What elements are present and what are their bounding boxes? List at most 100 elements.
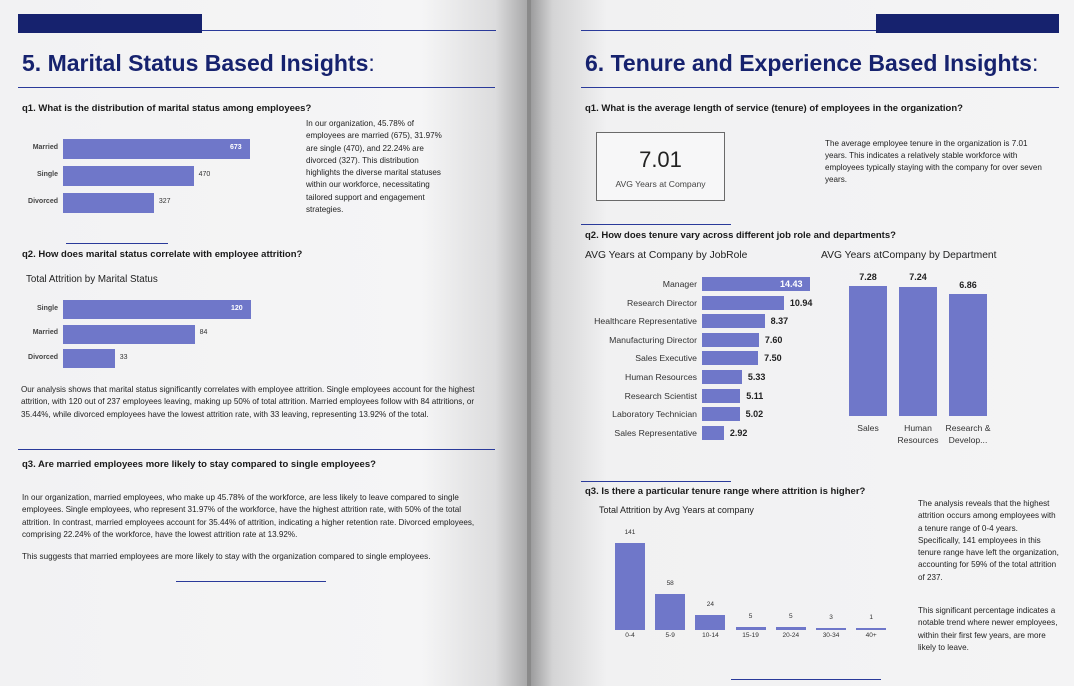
bar-label: Manufacturing Director xyxy=(609,334,697,345)
x-tick-label: 5-9 xyxy=(665,632,675,639)
data-label: 10.94 xyxy=(789,297,813,308)
bar-label: Divorced xyxy=(28,198,58,205)
data-label: 470 xyxy=(198,171,211,178)
data-label: 7.50 xyxy=(764,353,782,364)
data-label: 7.60 xyxy=(764,334,783,345)
data-label: 58 xyxy=(666,580,674,588)
bar xyxy=(63,193,154,213)
bar-label: Married xyxy=(32,144,58,151)
data-label: 3 xyxy=(829,614,833,621)
category-label-line: Sales xyxy=(857,423,879,433)
bar xyxy=(702,314,765,329)
bar xyxy=(735,626,766,630)
left-page: 5. Marital Status Based Insights: q1. Wh… xyxy=(0,0,527,686)
category-label: Sales xyxy=(839,422,897,434)
category-label-line: Human xyxy=(904,423,932,433)
bar xyxy=(775,626,806,630)
jobrole-chart-title: AVG Years at Company by JobRole xyxy=(585,250,748,261)
bar xyxy=(63,166,194,186)
category-label-line: Develop... xyxy=(948,435,988,445)
data-label: 2.92 xyxy=(729,427,748,438)
data-label: 1 xyxy=(869,614,873,621)
bar xyxy=(63,324,195,344)
bar xyxy=(702,277,810,291)
bar-label: Married xyxy=(32,329,58,336)
section-title: 6. Tenure and Experience Based Insights: xyxy=(585,50,1039,76)
attrition-chart-title: Total Attrition by Marital Status xyxy=(26,274,158,285)
bar-label: Healthcare Representative xyxy=(594,316,697,327)
x-tick-label: 40+ xyxy=(865,632,877,639)
x-tick-label: 0-4 xyxy=(625,632,635,639)
data-label: 327 xyxy=(158,198,171,205)
bar xyxy=(63,300,251,319)
divider xyxy=(66,243,168,244)
question-1-answer: In our organization, 45.78% of employees… xyxy=(306,119,442,215)
bar-label: Divorced xyxy=(28,353,58,361)
data-label: 7.28 xyxy=(859,272,877,282)
question-1: q1. What is the distribution of marital … xyxy=(22,103,312,114)
x-tick-label: 30-34 xyxy=(822,632,840,639)
data-label: 84 xyxy=(199,329,208,336)
header-rule xyxy=(581,30,876,31)
divider xyxy=(581,224,731,225)
data-label: 5 xyxy=(748,612,753,620)
data-label: 33 xyxy=(119,353,128,361)
bar-label: Single xyxy=(36,171,58,178)
bar xyxy=(856,628,887,630)
data-label: 120 xyxy=(231,304,243,312)
question-2-answer: Our analysis shows that marital status s… xyxy=(21,385,475,419)
question-3-answer: In our organization, married employees, … xyxy=(22,493,475,539)
data-label: 5.02 xyxy=(745,409,764,420)
kpi-label: AVG Years at Company xyxy=(615,179,706,189)
avg-tenure-kpi-card: 7.01 AVG Years at Company xyxy=(596,132,725,201)
bar xyxy=(949,293,987,416)
question-3-conclusion: This suggests that married employees are… xyxy=(22,552,431,561)
data-label: 7.24 xyxy=(909,272,927,282)
bar xyxy=(615,543,645,630)
question-3-conclusion: This significant percentage indicates a … xyxy=(918,606,1058,652)
question-1: q1. What is the average length of servic… xyxy=(585,103,963,114)
x-tick-label: 20-24 xyxy=(782,632,800,639)
bar-label: Research Scientist xyxy=(624,390,697,401)
question-3: q3. Are married employees more likely to… xyxy=(22,459,376,470)
question-2: q2. How does tenure vary across differen… xyxy=(585,230,896,241)
category-label-line: Research & xyxy=(945,423,991,433)
x-tick-label: 15-19 xyxy=(742,632,759,639)
bar xyxy=(899,286,937,416)
department-chart-title: AVG Years atCompany by Department xyxy=(821,250,997,261)
category-label: Research & Develop... xyxy=(939,422,997,446)
bar-label: Manager xyxy=(662,279,697,289)
header-rule xyxy=(202,30,496,31)
title-underline xyxy=(581,87,1059,88)
question-2: q2. How does marital status correlate wi… xyxy=(22,249,303,260)
category-label-line: Resources xyxy=(897,435,939,445)
tenure-attrition-chart-title: Total Attrition by Avg Years at company xyxy=(599,505,754,515)
question-3: q3. Is there a particular tenure range w… xyxy=(585,486,866,497)
bar-label: Sales Representative xyxy=(614,427,697,438)
data-label: 5 xyxy=(788,612,793,620)
header-accent-bar xyxy=(876,14,1059,33)
bar-label: Laboratory Technician xyxy=(612,409,697,420)
kpi-value: 7.01 xyxy=(639,147,682,172)
data-label: 24 xyxy=(706,601,714,609)
bar-label: Single xyxy=(36,304,58,312)
footer-rule xyxy=(731,679,881,680)
data-label: 5.11 xyxy=(746,390,764,401)
bar-label: Human Resources xyxy=(625,372,697,382)
x-tick-label: 10-14 xyxy=(702,632,719,639)
data-label: 14.43 xyxy=(780,279,803,289)
bar xyxy=(63,139,250,159)
bar xyxy=(695,615,726,630)
bar xyxy=(702,295,784,310)
category-label: Human Resources xyxy=(889,422,947,446)
bar-label: Sales Executive xyxy=(635,353,697,364)
data-label: 6.86 xyxy=(959,280,977,290)
divider xyxy=(581,481,731,482)
header-accent-bar xyxy=(18,14,202,33)
footer-rule xyxy=(176,581,326,582)
divider xyxy=(18,449,495,450)
right-page: 6. Tenure and Experience Based Insights:… xyxy=(531,0,1074,686)
bar xyxy=(702,425,724,440)
data-label: 141 xyxy=(624,529,636,536)
question-3-answer: The analysis reveals that the highest at… xyxy=(918,499,1059,582)
